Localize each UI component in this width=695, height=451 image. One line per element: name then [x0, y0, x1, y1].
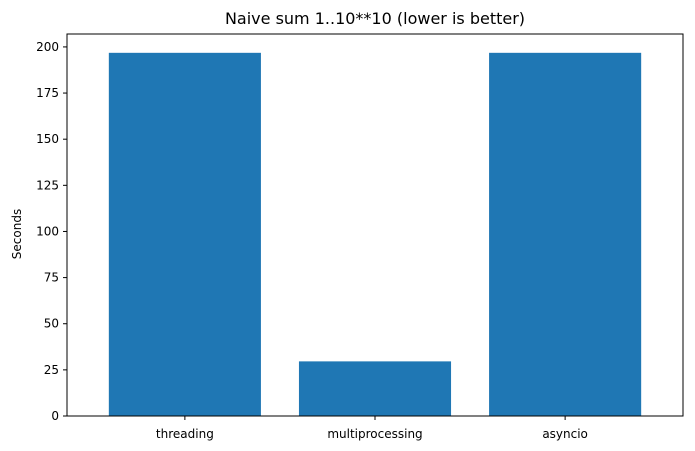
x-ticks-group: threading multiprocessing asyncio [156, 416, 588, 441]
y-ticks-group: 0 25 50 75 100 125 150 175 200 [36, 40, 67, 423]
y-tick-label-0: 0 [51, 409, 59, 423]
y-tick-label-150: 150 [36, 132, 59, 146]
y-tick-label-75: 75 [44, 271, 59, 285]
x-tick-label-multiprocessing: multiprocessing [327, 427, 422, 441]
y-tick-label-100: 100 [36, 224, 59, 238]
y-tick-label-25: 25 [44, 363, 59, 377]
bars-group [108, 52, 642, 417]
y-axis-label: Seconds [10, 209, 24, 259]
y-tick-label-175: 175 [36, 86, 59, 100]
bar-multiprocessing [298, 361, 452, 416]
x-tick-label-threading: threading [156, 427, 214, 441]
bar-asyncio [489, 52, 642, 417]
y-tick-label-125: 125 [36, 178, 59, 192]
y-tick-label-50: 50 [44, 317, 59, 331]
plot-frame [66, 33, 684, 417]
bar-threading [108, 52, 261, 417]
x-tick-label-asyncio: asyncio [542, 427, 588, 441]
chart-title: Naive sum 1..10**10 (lower is better) [225, 9, 525, 28]
y-tick-label-200: 200 [36, 40, 59, 54]
